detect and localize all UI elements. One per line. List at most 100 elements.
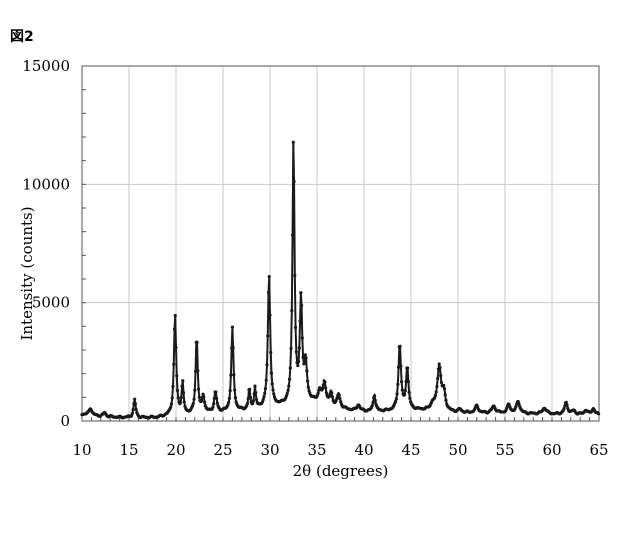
data-point bbox=[296, 364, 299, 367]
data-point bbox=[231, 326, 234, 329]
data-point bbox=[298, 346, 301, 349]
data-point bbox=[291, 233, 294, 236]
data-point bbox=[179, 401, 182, 404]
data-point bbox=[338, 397, 341, 400]
data-point bbox=[262, 395, 265, 398]
x-tick-labels: 101520253035404550556065 bbox=[72, 441, 608, 459]
data-point bbox=[287, 384, 290, 387]
data-point bbox=[271, 388, 274, 391]
data-point bbox=[268, 275, 271, 278]
data-point bbox=[407, 380, 410, 383]
data-point bbox=[299, 291, 302, 294]
data-point bbox=[232, 373, 235, 376]
data-point bbox=[400, 380, 403, 383]
data-point bbox=[305, 356, 308, 359]
x-axis-title: 2θ (degrees) bbox=[293, 462, 389, 480]
data-point bbox=[289, 347, 292, 350]
data-point bbox=[408, 391, 411, 394]
data-point bbox=[436, 377, 439, 380]
data-point bbox=[444, 393, 447, 396]
x-tick-label: 30 bbox=[260, 441, 279, 459]
data-point bbox=[438, 362, 441, 365]
data-point bbox=[306, 380, 309, 383]
data-point bbox=[396, 383, 399, 386]
data-point bbox=[131, 412, 134, 415]
y-tick-label: 15000 bbox=[22, 57, 70, 75]
data-point bbox=[169, 406, 172, 409]
data-point bbox=[227, 401, 230, 404]
data-point bbox=[373, 394, 376, 397]
data-point bbox=[170, 402, 173, 405]
data-point bbox=[440, 381, 443, 384]
data-point bbox=[442, 384, 445, 387]
x-tick-label: 25 bbox=[213, 441, 232, 459]
data-point bbox=[286, 392, 289, 395]
data-point bbox=[214, 390, 217, 393]
data-point bbox=[294, 326, 297, 329]
x-tick-label: 60 bbox=[542, 441, 561, 459]
data-point bbox=[266, 334, 269, 337]
data-point bbox=[434, 394, 437, 397]
data-point bbox=[172, 363, 175, 366]
data-point bbox=[234, 396, 237, 399]
data-point bbox=[404, 389, 407, 392]
data-point bbox=[196, 369, 199, 372]
data-point bbox=[562, 407, 565, 410]
data-point bbox=[229, 374, 232, 377]
data-point bbox=[297, 360, 300, 363]
data-point bbox=[408, 397, 411, 400]
data-point bbox=[395, 397, 398, 400]
data-point bbox=[301, 356, 304, 359]
x-tick-label: 20 bbox=[166, 441, 185, 459]
data-point bbox=[293, 274, 296, 277]
grid-layer bbox=[82, 66, 599, 421]
data-point bbox=[435, 385, 438, 388]
data-point bbox=[132, 408, 135, 411]
data-point bbox=[330, 391, 333, 394]
data-point bbox=[295, 350, 298, 353]
x-tick-label: 50 bbox=[448, 441, 467, 459]
data-point bbox=[135, 408, 138, 411]
data-point bbox=[248, 388, 251, 391]
data-point bbox=[175, 374, 178, 377]
data-point bbox=[254, 391, 257, 394]
data-point bbox=[271, 382, 274, 385]
data-point bbox=[597, 412, 600, 415]
data-point bbox=[371, 404, 374, 407]
series-line bbox=[82, 142, 599, 418]
data-point bbox=[268, 314, 271, 317]
data-point bbox=[251, 402, 254, 405]
data-point bbox=[395, 392, 398, 395]
data-point bbox=[176, 389, 179, 392]
data-point bbox=[338, 394, 341, 397]
data-point bbox=[174, 314, 177, 317]
data-point bbox=[323, 380, 326, 383]
data-point bbox=[197, 387, 200, 390]
data-point bbox=[517, 402, 520, 405]
data-point bbox=[288, 378, 291, 381]
minor-ticks bbox=[82, 66, 599, 421]
data-point bbox=[228, 397, 231, 400]
data-point bbox=[180, 396, 183, 399]
x-tick-label: 10 bbox=[72, 441, 91, 459]
data-point bbox=[439, 374, 442, 377]
data-point bbox=[303, 360, 306, 363]
data-point bbox=[292, 180, 295, 183]
data-point bbox=[183, 400, 186, 403]
data-point bbox=[253, 385, 256, 388]
data-point bbox=[216, 402, 219, 405]
data-point bbox=[300, 304, 303, 307]
data-point bbox=[321, 387, 324, 390]
data-point bbox=[133, 398, 136, 401]
data-point bbox=[272, 392, 275, 395]
data-point bbox=[202, 395, 205, 398]
data-point bbox=[305, 369, 308, 372]
data-point bbox=[265, 363, 268, 366]
data-point bbox=[399, 364, 402, 367]
data-point bbox=[195, 341, 198, 344]
x-tick-label: 55 bbox=[495, 441, 514, 459]
data-point bbox=[181, 379, 184, 382]
data-point bbox=[435, 390, 438, 393]
data-point bbox=[322, 383, 325, 386]
